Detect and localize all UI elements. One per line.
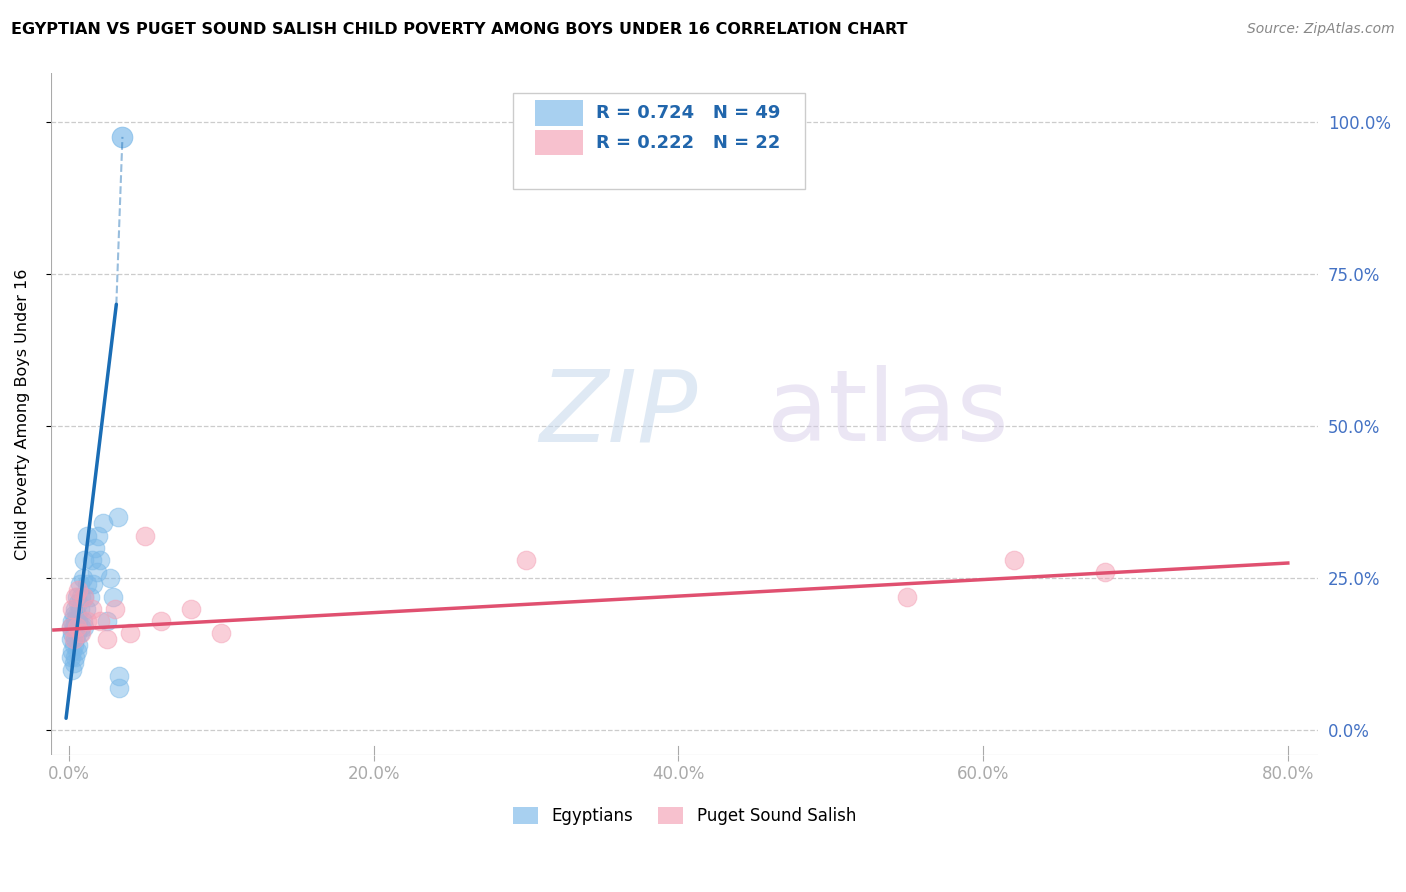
Point — [70, 626, 93, 640]
Point — [62, 632, 84, 647]
Point — [63, 601, 86, 615]
Point — [75, 601, 97, 615]
Point — [515, 553, 537, 567]
Point — [76, 614, 98, 628]
Text: Source: ZipAtlas.com: Source: ZipAtlas.com — [1247, 22, 1395, 37]
Point — [60, 626, 83, 640]
Text: R = 0.222   N = 22: R = 0.222 N = 22 — [596, 134, 780, 152]
Point — [211, 626, 233, 640]
Point — [108, 668, 131, 682]
Point — [103, 590, 125, 604]
Point — [59, 632, 82, 647]
Bar — [536, 100, 583, 126]
Point — [96, 614, 118, 628]
Legend: Egyptians, Puget Sound Salish: Egyptians, Puget Sound Salish — [506, 801, 863, 832]
Point — [69, 601, 91, 615]
Point — [66, 626, 89, 640]
Point — [59, 650, 82, 665]
Point — [67, 596, 90, 610]
Point — [111, 129, 134, 144]
Point — [63, 614, 86, 628]
Point — [149, 614, 172, 628]
Point — [66, 620, 89, 634]
Point — [79, 590, 101, 604]
Point — [73, 620, 96, 634]
Point — [104, 601, 127, 615]
Point — [73, 553, 96, 567]
Point — [84, 541, 107, 555]
Point — [67, 638, 90, 652]
Point — [96, 632, 118, 647]
Point — [66, 644, 89, 658]
Point — [1002, 553, 1025, 567]
Point — [89, 553, 111, 567]
Point — [62, 620, 84, 634]
Point — [73, 590, 96, 604]
Point — [62, 657, 84, 671]
Point — [118, 626, 141, 640]
FancyBboxPatch shape — [513, 94, 806, 189]
Point — [1094, 565, 1116, 579]
Point — [66, 590, 89, 604]
Point — [60, 614, 83, 628]
Point — [63, 632, 86, 647]
Point — [60, 601, 83, 615]
Point — [80, 601, 103, 615]
Point — [896, 590, 918, 604]
Point — [72, 614, 94, 628]
Point — [60, 644, 83, 658]
Bar — [536, 129, 583, 155]
Point — [62, 607, 84, 622]
Point — [76, 528, 98, 542]
Point — [82, 577, 104, 591]
Point — [134, 528, 156, 542]
Point — [91, 516, 114, 531]
Point — [70, 590, 93, 604]
Point — [87, 528, 110, 542]
Y-axis label: Child Poverty Among Boys Under 16: Child Poverty Among Boys Under 16 — [15, 268, 30, 559]
Point — [98, 571, 121, 585]
Point — [67, 614, 90, 628]
Point — [76, 577, 98, 591]
Point — [72, 571, 94, 585]
Point — [66, 607, 89, 622]
Text: R = 0.724   N = 49: R = 0.724 N = 49 — [596, 104, 780, 122]
Point — [59, 620, 82, 634]
Point — [63, 590, 86, 604]
Point — [89, 614, 111, 628]
Point — [70, 620, 93, 634]
Text: atlas: atlas — [766, 366, 1008, 462]
Point — [107, 510, 129, 524]
Point — [69, 626, 91, 640]
Point — [180, 601, 202, 615]
Point — [73, 590, 96, 604]
Point — [59, 620, 82, 634]
Point — [86, 565, 108, 579]
Point — [108, 681, 131, 695]
Point — [80, 553, 103, 567]
Point — [63, 650, 86, 665]
Point — [62, 638, 84, 652]
Point — [60, 663, 83, 677]
Text: ZIP: ZIP — [538, 366, 697, 462]
Point — [69, 577, 91, 591]
Point — [67, 583, 90, 598]
Text: EGYPTIAN VS PUGET SOUND SALISH CHILD POVERTY AMONG BOYS UNDER 16 CORRELATION CHA: EGYPTIAN VS PUGET SOUND SALISH CHILD POV… — [11, 22, 908, 37]
